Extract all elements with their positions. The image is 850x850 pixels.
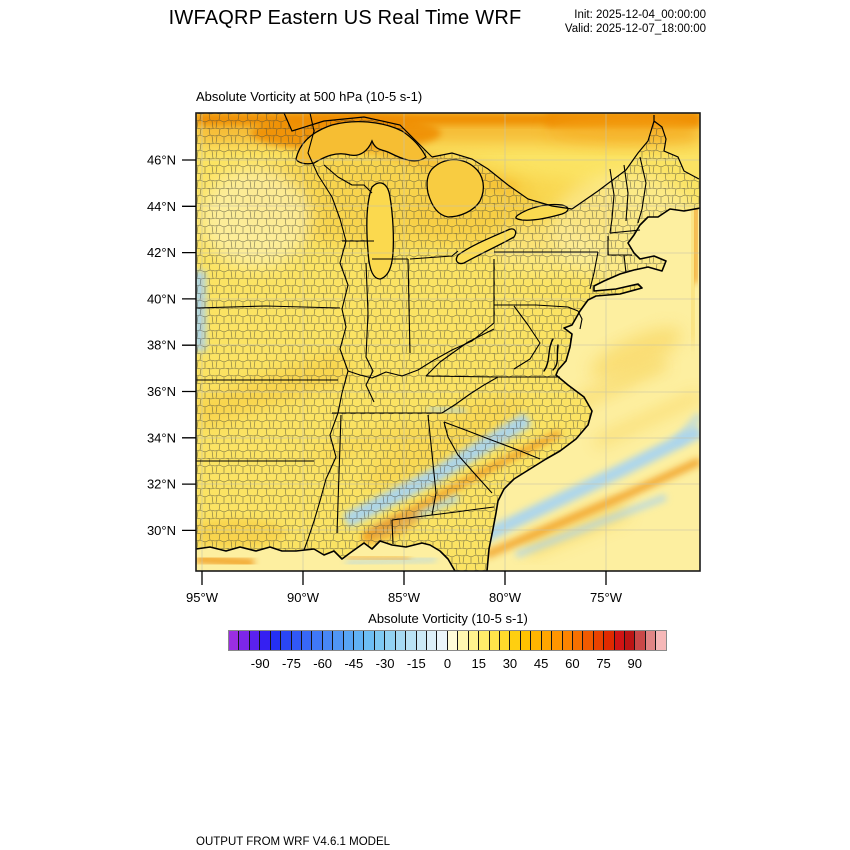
colorbar-segment — [270, 631, 282, 650]
colorbar-tick-labels: -90 -75 -60 -45 -30 -15 0 15 30 45 60 75 90 — [229, 656, 666, 672]
lake-huron — [426, 159, 485, 218]
lat-label: 30°N — [147, 523, 176, 538]
colorbar-segment — [458, 631, 469, 650]
lat-label: 34°N — [147, 430, 176, 445]
colorbar-segment — [604, 631, 615, 650]
lat-label: 44°N — [147, 199, 176, 214]
canada-border — [283, 113, 700, 210]
colorbar-segment — [312, 631, 323, 650]
colorbar-tick-label: 45 — [533, 656, 549, 671]
map-canvas — [196, 113, 700, 571]
colorbar-segment — [531, 631, 542, 650]
colorbar-segment — [510, 631, 521, 650]
colorbar-segment — [593, 631, 605, 650]
lat-label: 42°N — [147, 245, 176, 260]
init-time: Init: 2025-12-04_00:00:00 — [574, 9, 706, 21]
lon-label: 75°W — [590, 590, 623, 605]
colorbar-segment — [229, 631, 240, 650]
colorbar-segment — [239, 631, 250, 650]
state-borders — [196, 113, 647, 551]
colorbar-segment — [468, 631, 480, 650]
axis-labels: 46°N 44°N 42°N 40°N 38°N 36°N 34°N 32°N … — [147, 153, 623, 606]
lon-label: 85°W — [388, 590, 421, 605]
lat-label: 36°N — [147, 384, 176, 399]
colorbar-segment — [437, 631, 448, 650]
colorbar-segment — [249, 631, 261, 650]
colorbar-segment — [301, 631, 313, 650]
colorbar-segment — [374, 631, 386, 650]
colorbar-segment — [333, 631, 344, 650]
lake-superior — [295, 121, 427, 165]
colorbar-segment — [354, 631, 365, 650]
colorbar-segment — [614, 631, 626, 650]
colorbar-tick-label: 75 — [596, 656, 611, 671]
page-title: IWFAQRP Eastern US Real Time WRF — [168, 7, 522, 29]
colorbar-segment — [416, 631, 428, 650]
colorbar-tick-label: -90 — [250, 656, 270, 671]
lon-label: 90°W — [287, 590, 320, 605]
lon-label: 80°W — [489, 590, 522, 605]
lat-label: 32°N — [147, 477, 176, 492]
colorbar-segment — [489, 631, 500, 650]
valid-time: Valid: 2025-12-07_18:00:00 — [564, 22, 706, 35]
lake-erie — [455, 228, 517, 265]
lake-michigan — [366, 182, 395, 280]
colorbar-title: Absolute Vorticity (10-5 s-1) — [368, 611, 528, 626]
colorbar-segment — [552, 631, 563, 650]
plot-title: Absolute Vorticity at 500 hPa (10-5 s-1) — [196, 89, 423, 104]
chesapeake-bay — [543, 338, 559, 372]
colorbar-tick-label: 30 — [502, 656, 518, 671]
colorbar-segment — [541, 631, 553, 650]
lon-label: 95°W — [186, 590, 219, 605]
colorbar-tick-label: -15 — [406, 656, 426, 671]
lat-label: 46°N — [147, 153, 176, 168]
colorbar-segment — [343, 631, 355, 650]
colorbar-segment — [499, 631, 511, 650]
colorbar-segment — [291, 631, 302, 650]
model-config-footer: OUTPUT FROM WRF V4.6.1 MODEL WE = 310 ; … — [196, 807, 648, 850]
colorbar-segment — [656, 631, 666, 650]
colorbar-segment — [395, 631, 407, 650]
colorbar-segment — [447, 631, 459, 650]
colorbar-tick-label: 60 — [565, 656, 580, 671]
run-info: Init: 2025-12-04_00:00:00 Valid: 2025-12… — [565, 9, 706, 36]
lat-label: 38°N — [147, 338, 176, 353]
coastline — [196, 207, 700, 571]
colorbar-segment — [406, 631, 417, 650]
colorbar-segment — [562, 631, 573, 650]
colorbar-segment — [625, 631, 636, 650]
colorbar-segment — [322, 631, 334, 650]
colorbar-segment — [427, 631, 438, 650]
colorbar-segment — [364, 631, 375, 650]
colorbar-segment — [645, 631, 657, 650]
lat-label: 40°N — [147, 291, 176, 306]
colorbar-tick-label: -60 — [313, 656, 333, 671]
colorbar-segment — [260, 631, 271, 650]
colorbar-tick-label: 90 — [627, 656, 643, 671]
colorbar-segment — [385, 631, 396, 650]
colorbar-segment — [281, 631, 292, 650]
colorbar-tick-label: -75 — [282, 656, 301, 671]
colorbar-segment — [572, 631, 584, 650]
colorbar-tick-label: -45 — [344, 656, 364, 671]
map-frame — [195, 112, 701, 572]
axis-ticks — [182, 159, 607, 585]
colorbar-tick-label: -30 — [375, 656, 395, 671]
colorbar-tick-label: 0 — [443, 656, 452, 671]
colorbar-segment — [479, 631, 490, 650]
map-figure: 46°N 44°N 42°N 40°N 38°N 36°N 34°N 32°N … — [147, 112, 701, 606]
colorbar-segment — [635, 631, 646, 650]
great-lakes — [295, 121, 569, 280]
colorbar-segment — [520, 631, 532, 650]
footer-line1: OUTPUT FROM WRF V4.6.1 MODEL — [196, 836, 391, 848]
colorbar-segment — [583, 631, 594, 650]
colorbar — [228, 630, 667, 651]
colorbar-tick-label: 15 — [471, 656, 486, 671]
